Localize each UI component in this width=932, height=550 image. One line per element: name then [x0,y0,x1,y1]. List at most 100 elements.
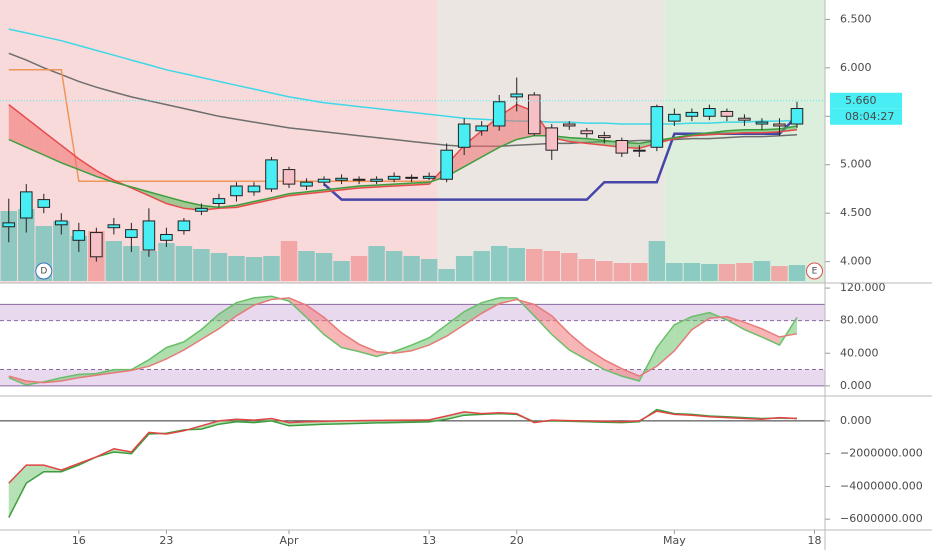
y-tick-label: −4000000.000 [840,479,923,492]
candle-body [720,110,734,117]
ribbon-fill [359,344,377,357]
y-tick-label: 4.500 [840,206,872,219]
candle-body [90,232,103,258]
candle-body [510,93,523,98]
volume-bar [350,256,368,281]
candle-body [738,117,751,121]
ribbon-fill [324,317,342,348]
volume-bar [788,265,806,281]
volume-bar [403,256,420,281]
volume-bar [736,263,753,281]
candle-body [55,220,68,226]
y-tick-label: 0.000 [840,414,872,427]
ribbon-fill [674,316,692,351]
ribbon-fill [744,322,762,337]
ribbon-fill [166,196,184,209]
volume-bar [666,263,683,281]
candle-body [440,149,453,180]
ribbon-fill [446,311,465,337]
ribbon-fill [446,411,465,420]
ribbon-fill [26,118,44,156]
candle-body [230,185,243,197]
indicator-line [8,125,798,209]
candle-body [615,140,629,154]
volume-bar [140,251,158,281]
y-tick-label: 0.000 [840,379,872,392]
volume-bar [543,251,560,281]
ribbon-fill [341,332,360,352]
x-tick-label: May [663,534,686,547]
x-tick-label: 20 [510,534,524,547]
volume-bar [315,253,333,281]
candle-body [668,113,681,122]
volume-bar [420,259,438,281]
volume-bar [596,261,613,281]
x-tick-label: Apr [279,534,299,547]
volume-bar [280,241,298,281]
candle-body [650,106,664,148]
y-tick-label: −6000000.000 [840,512,923,525]
volume-bar [455,256,473,281]
ribbon-fill [551,315,570,350]
volume-bar [718,264,736,281]
ribbon-fill [656,324,675,367]
candle-body [352,178,366,181]
candle-body [755,121,769,125]
y-tick-label: 4.000 [840,255,872,268]
candle-body [773,123,786,127]
volume-bar [210,253,228,281]
ribbon-fill [236,297,254,316]
candle-body [545,127,559,151]
last-price-label: 5.660 [845,94,877,107]
volume-bar [508,248,525,281]
volume-bar [333,261,350,281]
candle-body [107,224,121,229]
volume-bar [613,263,631,281]
volume-bar [368,246,385,281]
ribbon-fill [61,374,79,381]
y-tick-label: 6.500 [840,12,872,25]
candle-body [598,135,611,139]
candle-body [19,191,33,219]
y-tick-label: −2000000.000 [840,447,923,460]
x-tick-label: 23 [159,534,173,547]
candle-body [790,108,804,125]
x-tick-label: 13 [422,534,436,547]
ribbon-fill [43,131,62,163]
candle-body [475,125,488,132]
ribbon-fill [569,333,587,360]
indicator-line [8,297,798,384]
candle-body [562,123,576,127]
volume-bar [438,269,455,281]
indicator-line [8,295,798,386]
candle-body [633,149,646,152]
indicator-line [8,28,798,125]
volume-bar [753,261,771,281]
ribbon-fill [586,348,605,370]
volume-bar [263,256,280,281]
candle-body [282,169,296,185]
ribbon-fill [604,359,622,377]
ribbon-fill [183,329,202,350]
ribbon-fill [429,324,447,346]
ribbon-fill [61,145,79,170]
volume-bar [298,251,315,281]
ribbon-fill [218,302,237,329]
volume-bar [245,257,263,281]
candle-body [457,123,471,148]
price-axis: 6.5006.0005.5005.0004.5004.0005.66008:04… [72,12,923,547]
candle-body [247,185,261,193]
ribbon-fill [201,420,219,430]
ribbon-fill [761,328,780,346]
volume-bar [561,253,578,281]
volume-bar [105,241,123,281]
candle-body [300,181,313,187]
indicator-line [8,408,798,518]
ribbon-fill [201,314,219,340]
volume-bar [0,211,17,281]
indicator-line [8,103,798,212]
candle-body [387,175,401,180]
volume-bar [385,251,403,281]
